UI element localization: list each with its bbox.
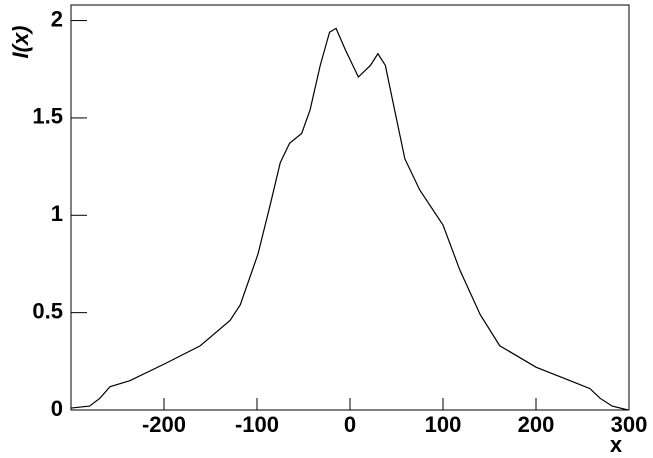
y-axis-label: I(x) — [8, 26, 33, 59]
y-tick-label: 2 — [51, 6, 63, 31]
y-tick-label: 0 — [51, 396, 63, 421]
plot-frame — [70, 4, 630, 411]
x-tick-label: 200 — [518, 412, 555, 437]
x-tick-label: 300 — [611, 412, 648, 437]
x-tick-label: 0 — [344, 412, 356, 437]
x-tick-label: -200 — [142, 412, 186, 437]
y-tick-label: 0.5 — [32, 298, 63, 323]
x-axis-label: x — [610, 432, 623, 457]
y-tick-label: 1 — [51, 201, 63, 226]
x-tick-label: -100 — [235, 412, 279, 437]
y-tick-label: 1.5 — [32, 104, 63, 129]
x-tick-label: 100 — [425, 412, 462, 437]
data-line — [70, 27, 629, 411]
